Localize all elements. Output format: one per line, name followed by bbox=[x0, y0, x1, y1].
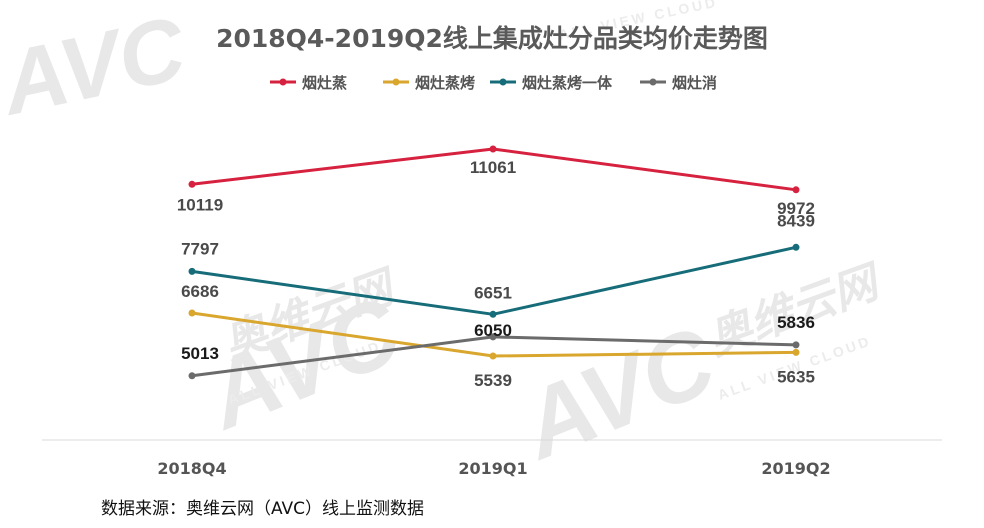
legend-swatch-marker bbox=[279, 78, 287, 86]
x-tick-label: 2019Q2 bbox=[761, 459, 830, 478]
data-point bbox=[489, 145, 497, 153]
legend-label: 烟灶蒸烤 bbox=[415, 74, 475, 92]
series-layer bbox=[188, 145, 800, 380]
x-tick-label: 2019Q1 bbox=[458, 459, 527, 478]
data-label: 6050 bbox=[474, 321, 512, 340]
data-label: 9972 bbox=[777, 199, 815, 218]
data-labels: 10119 11061 9972 6686 5539 5635 7797 6651 8439 50… bbox=[177, 158, 815, 390]
data-point bbox=[188, 372, 196, 380]
chart-title: 2018Q4-2019Q2线上集成灶分品类均价走势图 bbox=[216, 24, 768, 53]
data-label: 5013 bbox=[181, 344, 219, 363]
legend-label: 烟灶蒸 bbox=[302, 74, 347, 92]
data-label: 10119 bbox=[177, 195, 223, 214]
data-point bbox=[792, 243, 800, 251]
data-label: 5539 bbox=[474, 371, 512, 390]
legend: 烟灶蒸 烟灶蒸烤 烟灶蒸烤一体 烟灶消 bbox=[270, 74, 717, 92]
data-point bbox=[489, 333, 497, 341]
data-label: 5635 bbox=[777, 367, 815, 386]
legend-swatch-marker bbox=[499, 78, 507, 86]
data-point bbox=[792, 348, 800, 356]
watermark: AVC AVC AVC 奥维云网 奥维云网 ALL VIEW CLOUD ALL… bbox=[0, 0, 889, 480]
data-label: 8439 bbox=[777, 211, 815, 230]
x-axis-ticks: 2018Q4 2019Q1 2019Q2 bbox=[157, 459, 830, 478]
source-note: 数据来源：奥维云网（AVC）线上监测数据 bbox=[101, 499, 425, 519]
data-label: 11061 bbox=[470, 158, 516, 177]
x-tick-label: 2018Q4 bbox=[157, 459, 226, 478]
data-point bbox=[792, 341, 800, 349]
data-point bbox=[188, 180, 196, 188]
data-label: 6686 bbox=[181, 282, 219, 301]
data-point bbox=[489, 352, 497, 360]
data-label: 7797 bbox=[181, 239, 219, 258]
legend-label: 烟灶消 bbox=[672, 74, 717, 92]
data-point bbox=[792, 186, 800, 194]
data-point bbox=[489, 310, 497, 318]
watermark-brand-left: AVC bbox=[0, 0, 195, 135]
data-point bbox=[188, 267, 196, 275]
data-label: 6651 bbox=[474, 283, 512, 302]
legend-label: 烟灶蒸烤一体 bbox=[522, 74, 613, 92]
data-point bbox=[188, 309, 196, 317]
legend-swatch-marker bbox=[649, 78, 657, 86]
legend-swatch-marker bbox=[392, 78, 400, 86]
watermark-brand-right: AVC bbox=[506, 306, 731, 480]
data-label: 5836 bbox=[777, 313, 815, 332]
